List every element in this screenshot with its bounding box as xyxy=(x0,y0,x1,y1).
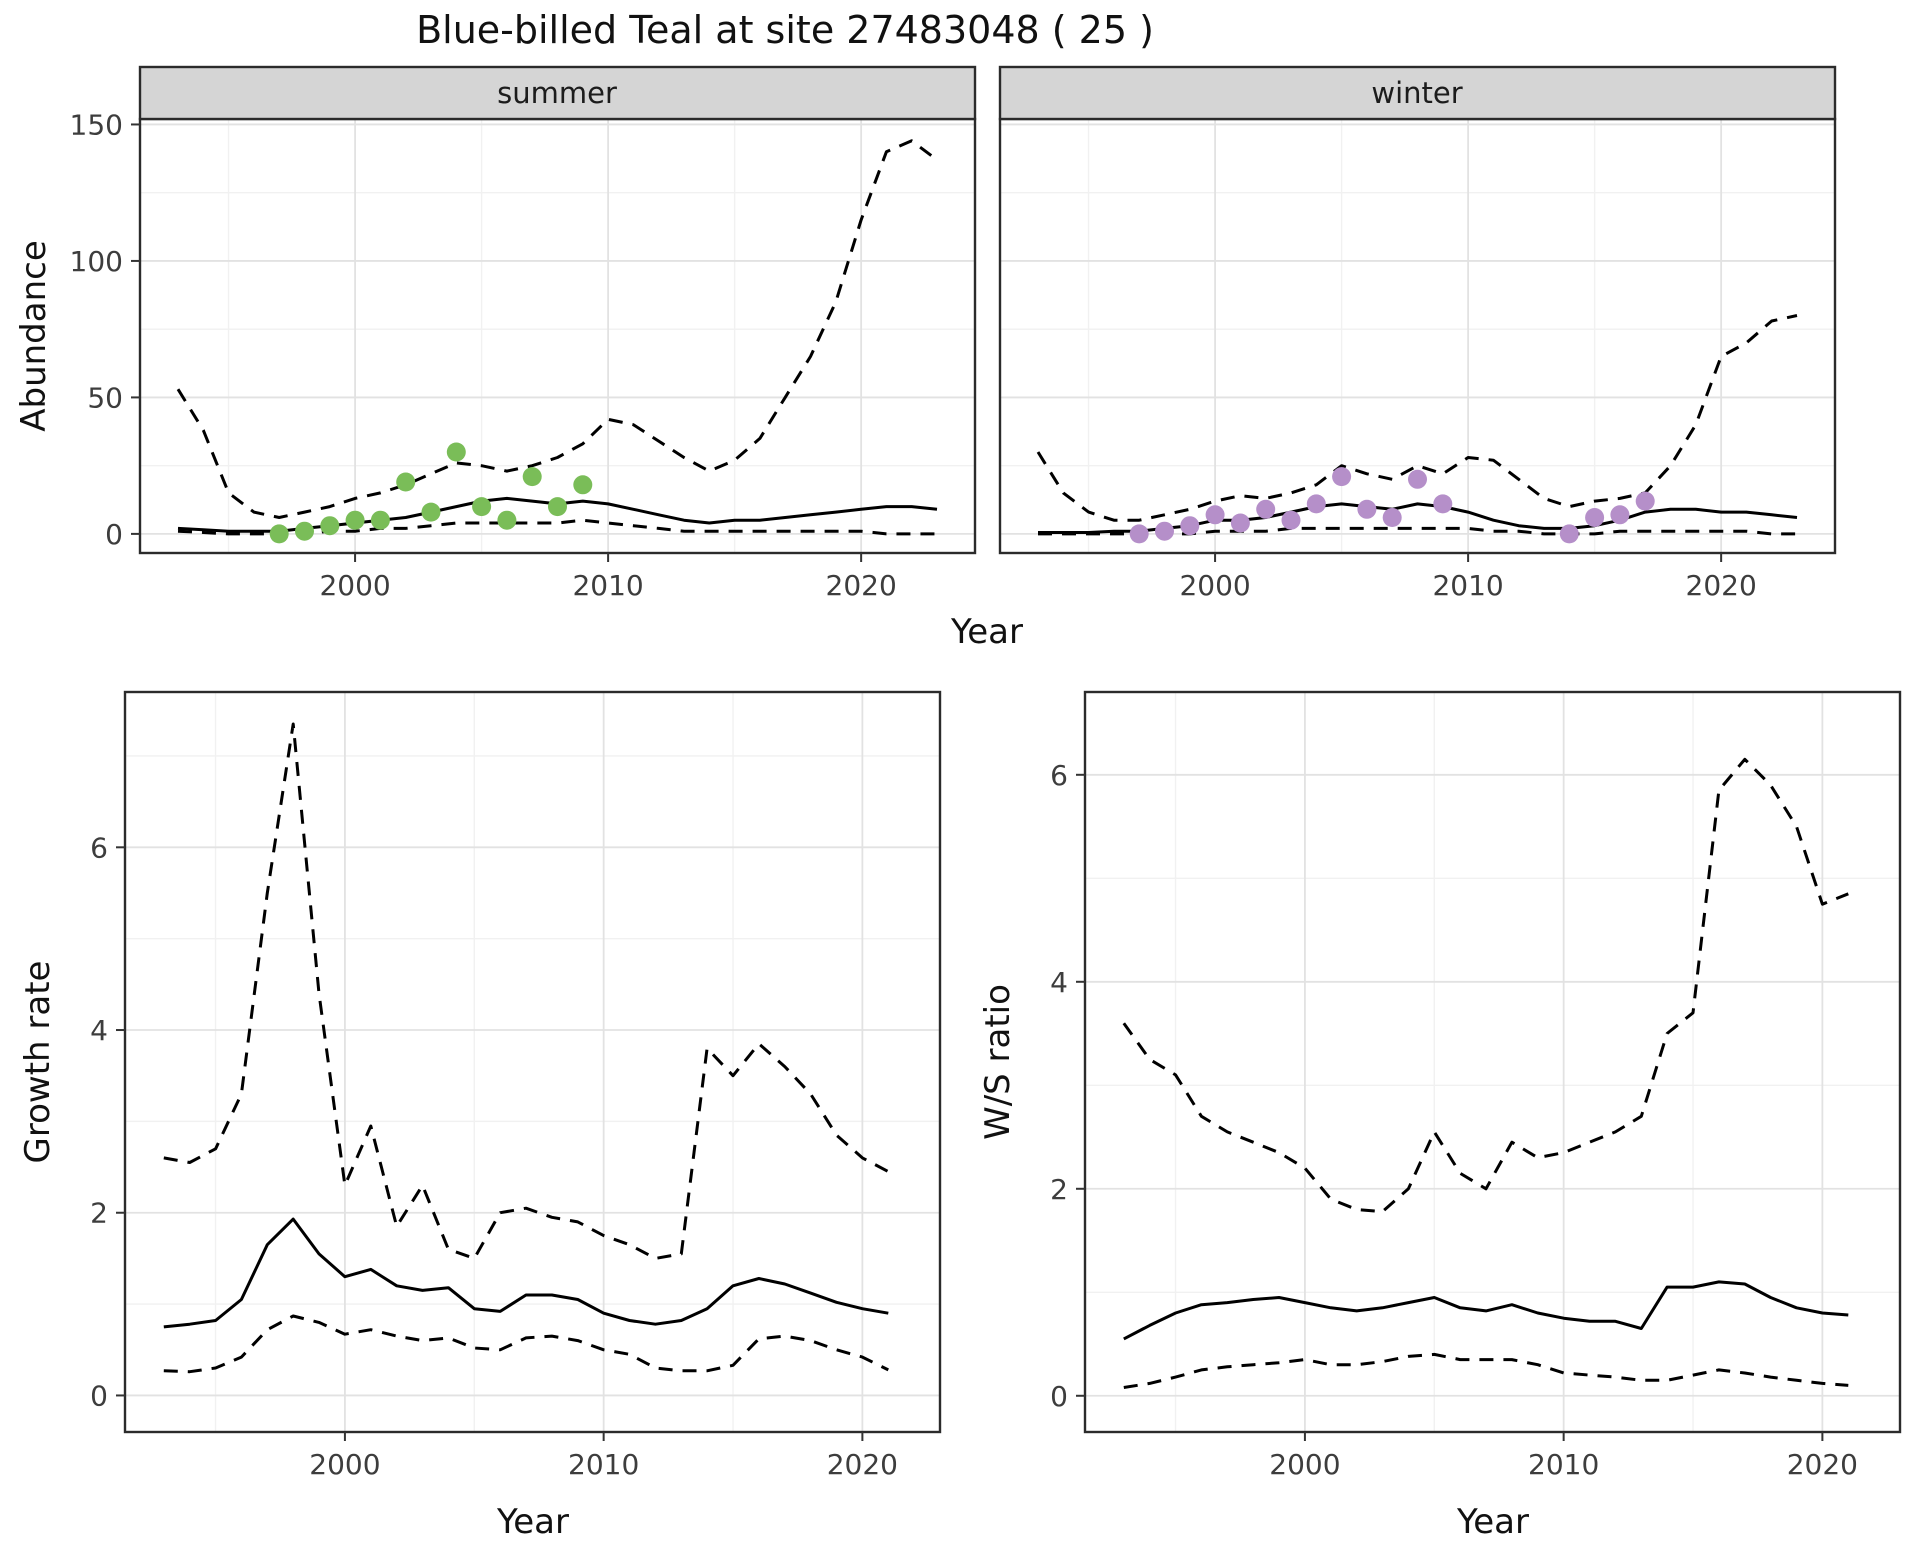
y-tick-label: 50 xyxy=(87,381,123,414)
winter-observation-point xyxy=(1610,505,1630,525)
ws-ratio-chart: 2000 2010 2020 0 2 4 6 xyxy=(1050,690,1902,1481)
y-tick-label: 0 xyxy=(1050,1380,1068,1413)
chart-title: Blue-billed Teal at site 27483048 ( 25 ) xyxy=(416,8,1154,52)
growth-rate-x-axis-label: Year xyxy=(497,1502,569,1542)
summer-observation-point xyxy=(370,510,390,530)
summer-observation-point xyxy=(548,497,567,517)
facet-strip xyxy=(998,65,1837,121)
growth-rate-y-axis-label: Growth rate xyxy=(18,960,58,1164)
summer-observation-point xyxy=(446,442,466,462)
abundance-chart: 2000 2010 2020 0 50 100 150 2000 2010 2020 xyxy=(70,65,1837,602)
upper-ci-line xyxy=(176,139,938,519)
x-tick-label: 2020 xyxy=(1686,569,1757,602)
winter-observation-point xyxy=(1281,510,1301,530)
x-tick-label: 2020 xyxy=(826,569,897,602)
y-tick-label: 0 xyxy=(90,1379,108,1412)
x-tick-label: 2010 xyxy=(572,569,643,602)
y-tick-label: 2 xyxy=(90,1197,108,1230)
winter-observation-point xyxy=(1256,499,1276,519)
summer-observation-point xyxy=(320,516,340,536)
x-tick-label: 2020 xyxy=(1787,1448,1858,1481)
winter-observation-point xyxy=(1585,508,1605,527)
winter-observation-point xyxy=(1635,491,1655,511)
summer-observation-point xyxy=(295,521,314,541)
x-tick-label: 2010 xyxy=(1432,569,1503,602)
y-tick-label: 4 xyxy=(1050,966,1068,999)
winter-observation-point xyxy=(1332,467,1352,487)
x-tick-label: 2000 xyxy=(319,569,390,602)
growth-rate-panel: 2000 2010 2020 0 2 4 6 xyxy=(90,690,942,1481)
summer-observation-point xyxy=(345,510,365,530)
x-tick-label: 2010 xyxy=(1528,1448,1599,1481)
facet-strip-label-winter: winter xyxy=(1371,76,1463,110)
summer-observation-point xyxy=(396,472,416,492)
median-line xyxy=(163,1217,889,1329)
winter-observation-point xyxy=(1230,513,1250,533)
summer-observation-point xyxy=(522,467,542,487)
panel-border xyxy=(123,690,942,1434)
winter-observation-point xyxy=(1382,508,1402,527)
y-tick-label: 0 xyxy=(105,518,123,551)
summer-observation-point xyxy=(497,510,517,530)
ws-ratio-x-axis-label: Year xyxy=(1457,1502,1529,1542)
ws-ratio-panel: 2000 2010 2020 0 2 4 6 xyxy=(1050,690,1902,1481)
winter-observation-point xyxy=(1306,494,1326,514)
winter-observation-point xyxy=(1129,524,1149,544)
abundance-x-axis-label: Year xyxy=(951,612,1023,652)
x-tick-label: 2000 xyxy=(1179,569,1250,602)
winter-observation-point xyxy=(1408,469,1427,489)
growth-rate-chart: 2000 2010 2020 0 2 4 6 xyxy=(90,690,942,1481)
facet-strip xyxy=(138,65,977,121)
y-tick-label: 6 xyxy=(1050,759,1068,792)
winter-observation-point xyxy=(1180,516,1200,536)
x-tick-label: 2020 xyxy=(827,1448,898,1481)
lower-ci-line xyxy=(1123,1352,1849,1389)
summer-panel: 2000 2010 2020 0 50 100 150 xyxy=(70,65,977,602)
y-tick-label: 2 xyxy=(1050,1173,1068,1206)
median-line xyxy=(1123,1280,1849,1341)
x-tick-label: 2000 xyxy=(309,1448,380,1481)
winter-observation-point xyxy=(1433,494,1453,514)
winter-observation-point xyxy=(1205,505,1225,525)
summer-observation-point xyxy=(573,475,593,495)
summer-observation-point xyxy=(472,497,492,517)
lower-ci-line xyxy=(163,1314,889,1374)
y-tick-label: 4 xyxy=(90,1014,108,1047)
winter-observation-point xyxy=(1357,499,1377,519)
upper-ci-line xyxy=(1036,314,1798,522)
y-tick-label: 6 xyxy=(90,831,108,864)
upper-ci-line xyxy=(1122,757,1849,1214)
x-tick-label: 2010 xyxy=(568,1448,639,1481)
facet-strip-label-summer: summer xyxy=(497,76,617,110)
x-tick-label: 2000 xyxy=(1269,1448,1340,1481)
ws-ratio-y-axis-label: W/S ratio xyxy=(978,984,1018,1140)
winter-observation-point xyxy=(1155,521,1174,541)
panel-border xyxy=(1083,690,1902,1434)
winter-observation-point xyxy=(1559,524,1579,544)
y-tick-label: 100 xyxy=(70,245,123,278)
abundance-y-axis-label: Abundance xyxy=(14,240,54,432)
summer-observation-point xyxy=(269,524,289,544)
winter-panel: 2000 2010 2020 xyxy=(998,65,1837,602)
summer-observation-point xyxy=(421,502,441,522)
upper-ci-line xyxy=(163,722,890,1260)
y-tick-label: 150 xyxy=(70,108,123,141)
